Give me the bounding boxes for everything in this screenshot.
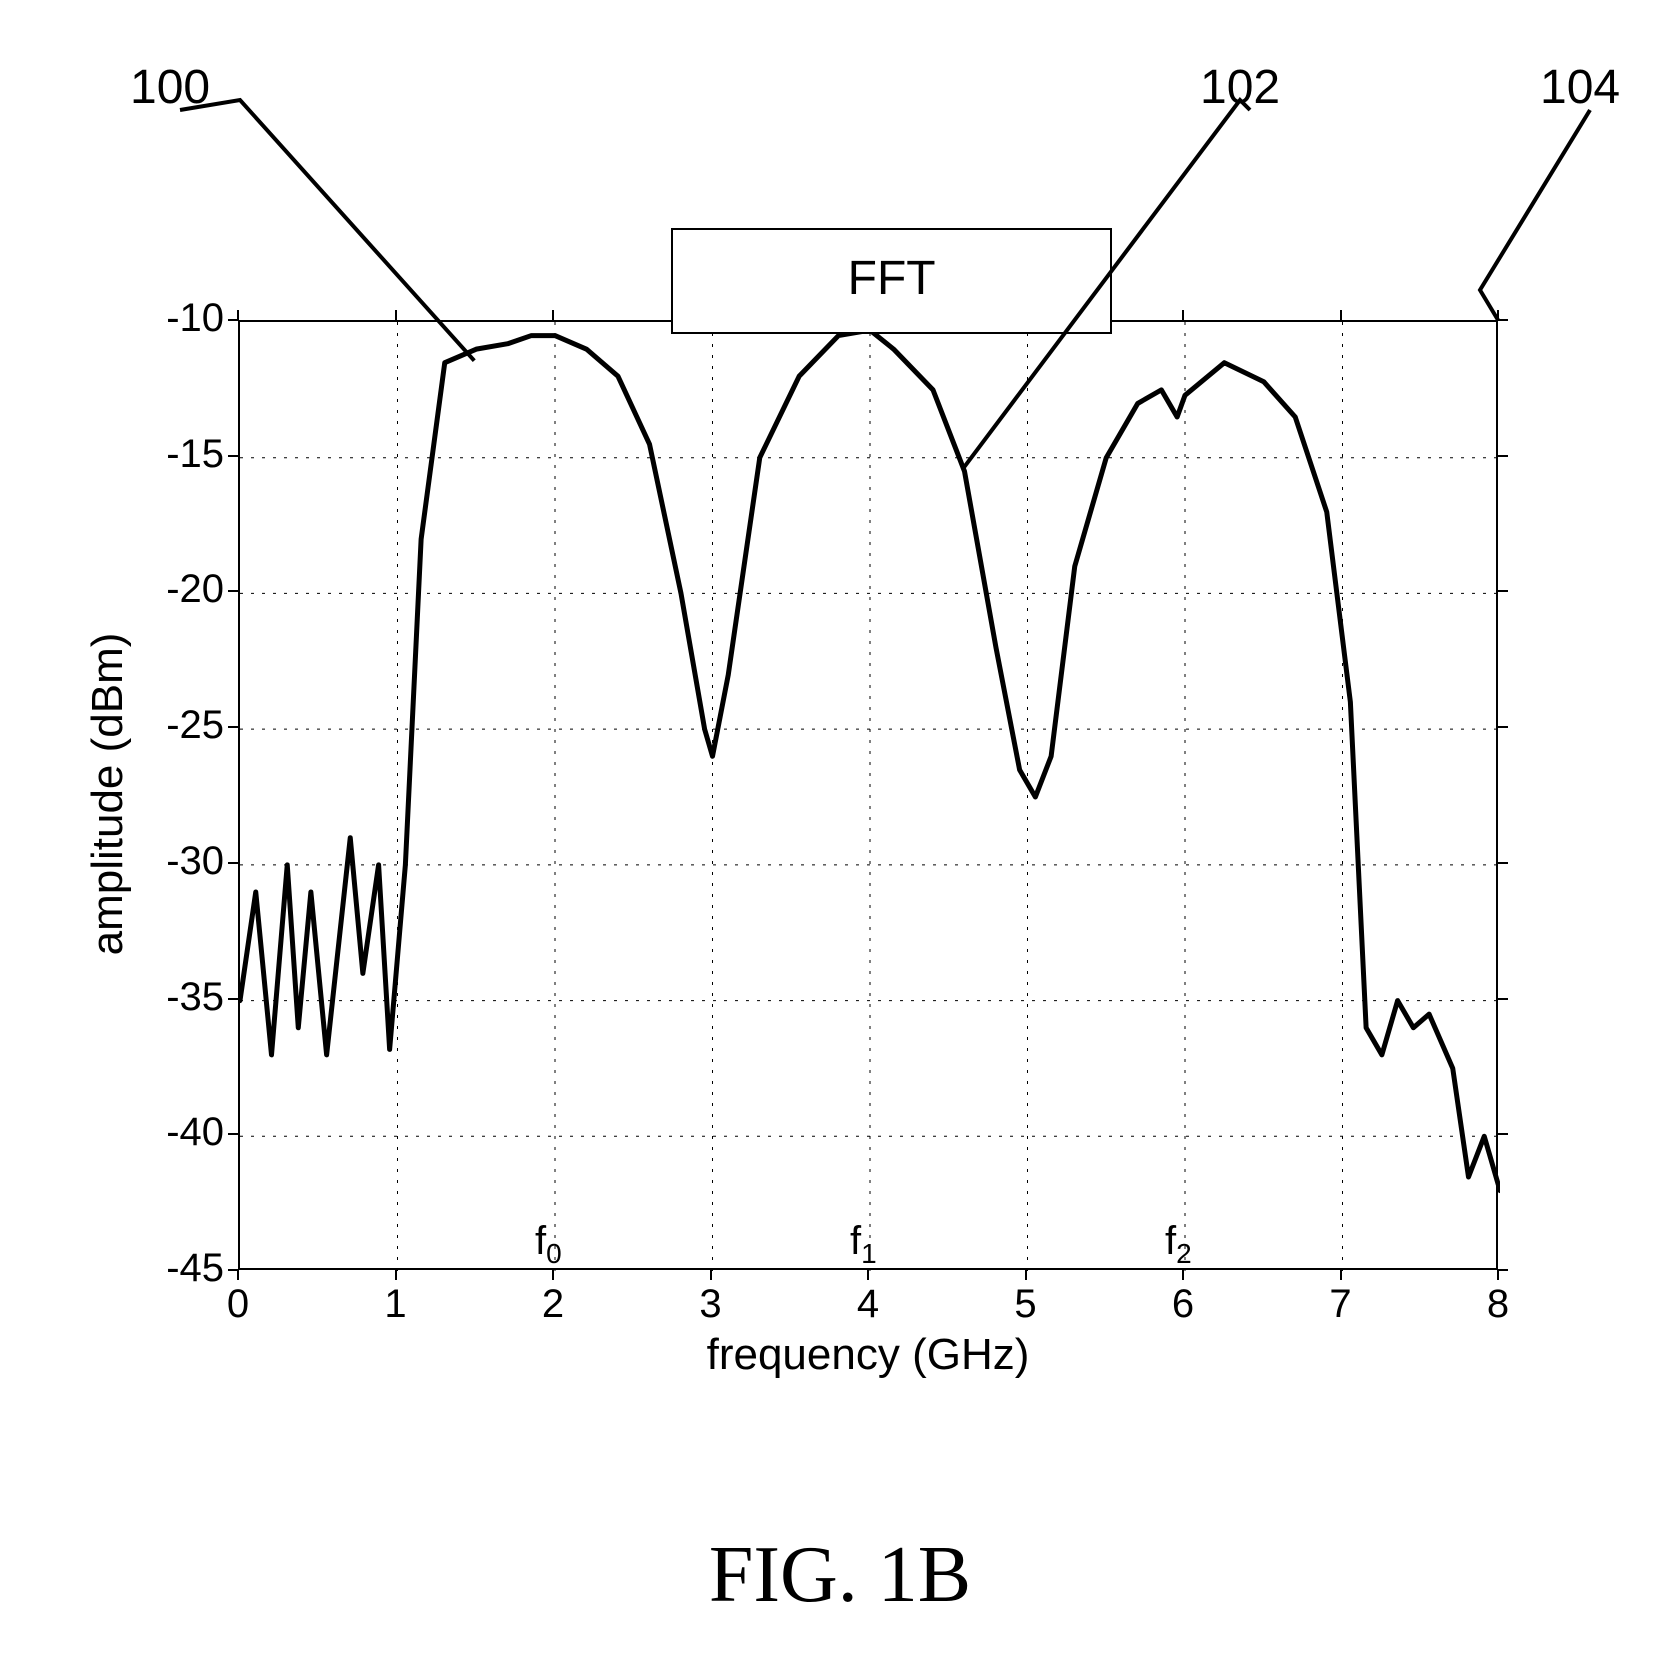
callout-100: 100	[130, 60, 210, 115]
callout-104: 104	[1540, 60, 1620, 115]
callout-overlay	[0, 0, 1669, 1680]
figure-caption: FIG. 1B	[560, 1530, 1120, 1621]
callout-102: 102	[1200, 60, 1280, 115]
